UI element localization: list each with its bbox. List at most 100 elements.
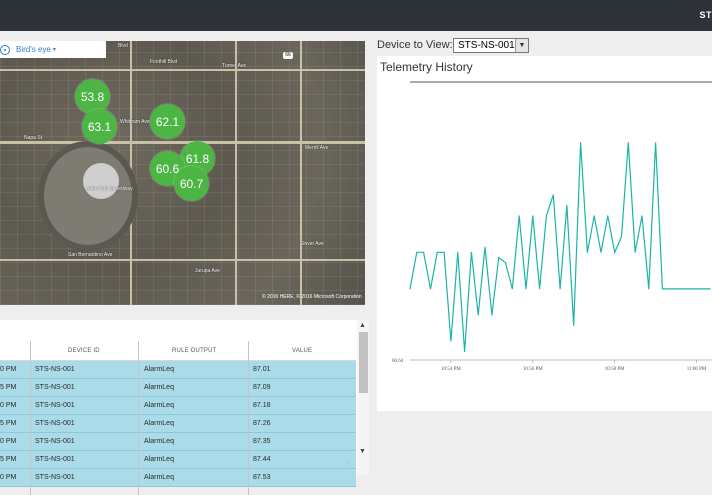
cell-time: 0 PM (0, 438, 17, 445)
map-pin[interactable]: 60.7 (174, 166, 209, 201)
data-point (539, 288, 541, 290)
y-tick-label: 60.64 (392, 359, 404, 364)
data-point (620, 236, 622, 238)
x-tick-label: 11:00 PM (687, 367, 707, 372)
table-row[interactable]: 0 PM STS-NS-001 AlarmLeq 87.18 (0, 397, 356, 415)
chevron-up-icon[interactable]: ▲ (359, 322, 366, 329)
table-row[interactable]: 5 PM STS-NS-001 AlarmLeq 87.26 (0, 415, 356, 433)
map-street-label: Blvd (118, 43, 128, 49)
data-point (491, 314, 493, 316)
table-scrollbar[interactable]: ▲ ▼ (357, 320, 369, 475)
map-street-label: Jurupa Ave (195, 268, 220, 274)
data-point (429, 288, 431, 290)
device-picker-label: Device to View: (377, 39, 453, 51)
cell-rule-output: AlarmLeq (144, 402, 174, 409)
map-road (0, 259, 365, 261)
telemetry-panel: Telemetry History 60.64 10:54 PM 10:56 PM 1… (377, 56, 712, 411)
data-point (545, 215, 547, 217)
cell-time: 0 PM (0, 402, 17, 409)
data-point (709, 288, 711, 290)
table-row[interactable]: 5 PM STS-NS-001 AlarmLeq 87.44 (0, 451, 356, 469)
device-select[interactable]: STS-NS-001 ▼ (453, 38, 529, 53)
table-row[interactable]: 0 PM STS-NS-001 AlarmLeq 87.35 (0, 433, 356, 451)
cell-device-id: STS-NS-001 (35, 384, 75, 391)
cell-device-id: STS-NS-001 (35, 474, 75, 481)
x-tick-label: 10:58 PM (605, 367, 625, 372)
cell-device-id: STS-NS-001 (35, 456, 75, 463)
alarm-table-panel: DEVICE ID RULE OUTPUT VALUE 0 PM STS-NS-… (0, 320, 369, 495)
cell-rule-output: AlarmLeq (144, 366, 174, 373)
data-point (566, 204, 568, 206)
map-pin[interactable]: 63.1 (82, 109, 117, 144)
cell-time: 5 PM (0, 456, 17, 463)
cell-device-id: STS-NS-001 (35, 402, 75, 409)
alarm-table: DEVICE ID RULE OUTPUT VALUE 0 PM STS-NS-… (0, 320, 356, 495)
map-toolbar: Bird's eye ▾ (0, 41, 106, 58)
scrollbar-thumb[interactable] (359, 332, 368, 393)
x-tick-label: 10:54 PM (441, 367, 461, 372)
table-row[interactable]: 0 PM STS-NS-001 AlarmLeq 87.53 (0, 469, 356, 487)
data-point (689, 288, 691, 290)
data-point (470, 251, 472, 253)
map-road (0, 69, 365, 71)
data-point (627, 142, 629, 144)
device-map[interactable]: Bird's eye ▾ Blvd Foothill Blvd Turner A… (0, 41, 365, 305)
x-tick-label: 10:56 PM (523, 367, 543, 372)
map-road (235, 41, 237, 305)
map-street-label: Napa St (24, 135, 43, 141)
data-point (450, 340, 452, 342)
table-row[interactable]: 5 PM STS-NS-001 AlarmLeq 87.09 (0, 379, 356, 397)
map-street-label: Foothill Blvd (150, 59, 178, 65)
data-point (552, 194, 554, 196)
map-street-label: Slover Ave (300, 241, 324, 247)
chevron-right-icon[interactable]: › (346, 460, 349, 467)
cell-device-id: STS-NS-001 (35, 420, 75, 427)
data-point (532, 215, 534, 217)
map-pin[interactable]: 53.8 (75, 79, 110, 114)
data-point (661, 288, 663, 290)
column-header-rule-output[interactable]: RULE OUTPUT (172, 348, 217, 354)
column-header-device-id[interactable]: DEVICE ID (68, 348, 100, 354)
cell-value: 87.01 (253, 366, 271, 373)
map-mode-selector[interactable]: Bird's eye (16, 45, 51, 54)
data-point (511, 288, 513, 290)
chevron-down-icon[interactable]: ▼ (359, 448, 366, 455)
data-point (648, 288, 650, 290)
user-menu[interactable]: ST (699, 10, 712, 20)
map-copyright: © 2016 HERE, © 2016 Microsoft Corporatio… (262, 294, 362, 300)
data-point (696, 288, 698, 290)
cell-device-id: STS-NS-001 (35, 438, 75, 445)
cell-rule-output: AlarmLeq (144, 474, 174, 481)
cell-value: 87.09 (253, 384, 271, 391)
data-point (580, 142, 582, 144)
data-point (525, 288, 527, 290)
locate-icon[interactable] (0, 44, 10, 55)
column-divider (138, 341, 139, 495)
cell-time: 0 PM (0, 366, 17, 373)
telemetry-chart: 60.64 10:54 PM 10:56 PM 10:58 PM 11:00 PM (392, 81, 712, 372)
data-point (443, 251, 445, 253)
data-point (423, 251, 425, 253)
speedway-track (38, 141, 138, 251)
cell-time: 0 PM (0, 474, 17, 481)
data-point (505, 262, 507, 264)
map-street-label: Auto Club Speedway (86, 186, 133, 192)
cell-device-id: STS-NS-001 (35, 366, 75, 373)
data-point (518, 215, 520, 217)
data-point (416, 251, 418, 253)
map-street-label: Merrill Ave (305, 145, 329, 151)
cell-value: 87.44 (253, 456, 271, 463)
table-row[interactable]: 0 PM STS-NS-001 AlarmLeq 87.01 (0, 361, 356, 379)
column-divider (30, 341, 31, 495)
column-header-value[interactable]: VALUE (292, 348, 313, 354)
map-pin[interactable]: 62.1 (150, 104, 185, 139)
cell-rule-output: AlarmLeq (144, 456, 174, 463)
chevron-down-icon[interactable]: ▼ (515, 39, 528, 52)
data-point (498, 257, 500, 259)
cell-value: 87.53 (253, 474, 271, 481)
cell-rule-output: AlarmLeq (144, 384, 174, 391)
data-point (682, 288, 684, 290)
map-street-label: San Bernardino Ave (68, 252, 113, 258)
data-point (457, 251, 459, 253)
data-point (668, 288, 670, 290)
